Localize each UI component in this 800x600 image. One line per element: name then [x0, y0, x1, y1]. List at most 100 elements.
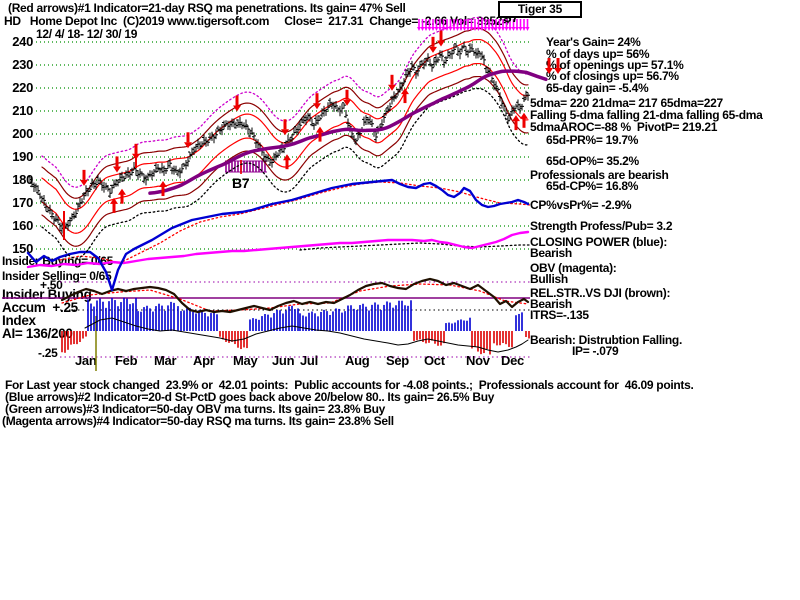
ai-bar-negative: [79, 331, 81, 342]
ai-bar-negative: [431, 331, 433, 341]
ai-bar-positive: [261, 316, 263, 331]
ai-bar-negative: [416, 331, 418, 341]
month-tick-label: Aug: [345, 353, 370, 368]
ai-bar-positive: [216, 314, 218, 331]
ai-bar-positive: [264, 314, 266, 331]
ai-bar-positive: [213, 312, 215, 331]
ai-bar-positive: [195, 313, 197, 331]
ai-bar-positive: [93, 306, 95, 331]
ai-bar-negative: [471, 331, 473, 349]
stat-line: 65d-PR%= 19.7%: [546, 133, 639, 147]
ai-bar-positive: [311, 311, 313, 331]
ai-bar-positive: [258, 319, 260, 331]
ai-bar-positive: [305, 316, 307, 331]
ai-bar-negative: [413, 331, 415, 341]
ai-bar-positive: [374, 302, 376, 331]
ai-bar-positive: [132, 303, 134, 331]
month-tick-label: Mar: [154, 353, 177, 368]
month-tick-label: Dec: [501, 353, 524, 368]
ai-bar-negative: [496, 331, 498, 346]
lower-band-dotted: [41, 87, 529, 259]
tiger-version-badge: Tiger 35: [498, 1, 582, 18]
price-tick-label: 230: [12, 57, 33, 72]
stat-line: % of closings up= 56.7%: [546, 69, 679, 83]
buy-signal-label-b7: B7: [232, 175, 250, 191]
ai-bar-negative: [240, 331, 242, 350]
ai-bar-negative: [508, 331, 510, 347]
ai-bar-positive: [249, 319, 251, 331]
ai-bar-positive: [454, 322, 456, 331]
ai-bar-negative: [222, 331, 224, 340]
ai-bar-positive: [288, 306, 290, 331]
ai-bar-positive: [377, 304, 379, 331]
sell-arrow-icon: [132, 143, 140, 160]
ai-bar-positive: [117, 306, 119, 331]
ai-bar-positive: [297, 308, 299, 331]
ai-bar-positive: [407, 305, 409, 331]
ai-bar-positive: [299, 313, 301, 331]
ai-bar-positive: [111, 298, 113, 331]
ai-bar-negative: [474, 331, 476, 347]
sell-arrow-icon: [80, 169, 88, 186]
stat-line: Year's Gain= 24%: [546, 35, 641, 49]
quote-header: HD Home Depot Inc (C)2019 www.tigersoft.…: [4, 14, 509, 28]
ai-bar-positive: [149, 308, 151, 331]
ai-bar-positive: [135, 297, 137, 331]
ai-bar-positive: [302, 315, 304, 331]
stat-line: Bearish: Distrubtion Falling.: [530, 333, 682, 347]
ai-bar-positive: [398, 300, 400, 331]
ai-bar-negative: [243, 331, 245, 348]
ai-bar-positive: [515, 315, 517, 331]
ai-bar-negative: [234, 331, 236, 345]
month-tick-label: Jan: [75, 353, 97, 368]
ai-bar-positive: [192, 311, 194, 331]
indicator-scale-label: -.25: [38, 346, 58, 360]
ai-bar-positive: [170, 301, 172, 331]
ai-bar-negative: [425, 331, 427, 344]
price-bars: [28, 41, 530, 234]
sell-arrow-icon: [437, 30, 445, 47]
ai-bar-positive: [140, 311, 142, 331]
ai-bar-positive: [371, 304, 373, 331]
ai-bar-negative: [73, 331, 75, 345]
buy-arrow-icon: [512, 115, 520, 131]
ai-bar-negative: [502, 331, 504, 344]
ai-bar-positive: [252, 318, 254, 331]
ai-bar-positive: [294, 309, 296, 331]
ai-bar-negative: [225, 331, 227, 342]
ai-bar-positive: [344, 311, 346, 331]
ai-bar-positive: [255, 318, 257, 331]
stat-line: 65-day gain= -5.4%: [546, 81, 649, 95]
ai-bar-positive: [383, 304, 385, 331]
ai-bar-positive: [320, 311, 322, 331]
ai-bar-positive: [210, 313, 212, 331]
buy-arrow-icon: [159, 181, 167, 197]
relstr-vs-dji-line: [60, 277, 530, 314]
ai-bar-negative: [437, 331, 439, 346]
month-tick-label: Nov: [466, 353, 490, 368]
ai-bar-positive: [341, 312, 343, 331]
ai-bar-positive: [445, 323, 447, 331]
ai-bar-positive: [460, 319, 462, 331]
ai-bar-positive: [105, 307, 107, 331]
ai-bar-positive: [164, 310, 166, 331]
month-tick-label: Feb: [115, 353, 138, 368]
ai-bar-positive: [186, 307, 188, 331]
ai-bar-positive: [189, 307, 191, 331]
sell-arrow-icon: [388, 74, 396, 91]
obv-ma-dotted-line: [299, 242, 531, 251]
ai-bar-positive: [152, 311, 154, 331]
upper-band-65: [41, 27, 529, 199]
ai-bar-positive: [368, 310, 370, 331]
ai-bar-negative: [511, 331, 513, 348]
ai-bar-negative: [480, 331, 482, 355]
ai-bar-positive: [314, 313, 316, 331]
ai-bar-positive: [448, 322, 450, 331]
ai-bar-positive: [326, 311, 328, 331]
ai-bar-positive: [356, 309, 358, 331]
ai-bar-positive: [386, 301, 388, 331]
relstr-ma-dotted-line: [61, 283, 529, 312]
ai-bar-positive: [466, 320, 468, 331]
ai-bar-positive: [198, 310, 200, 331]
